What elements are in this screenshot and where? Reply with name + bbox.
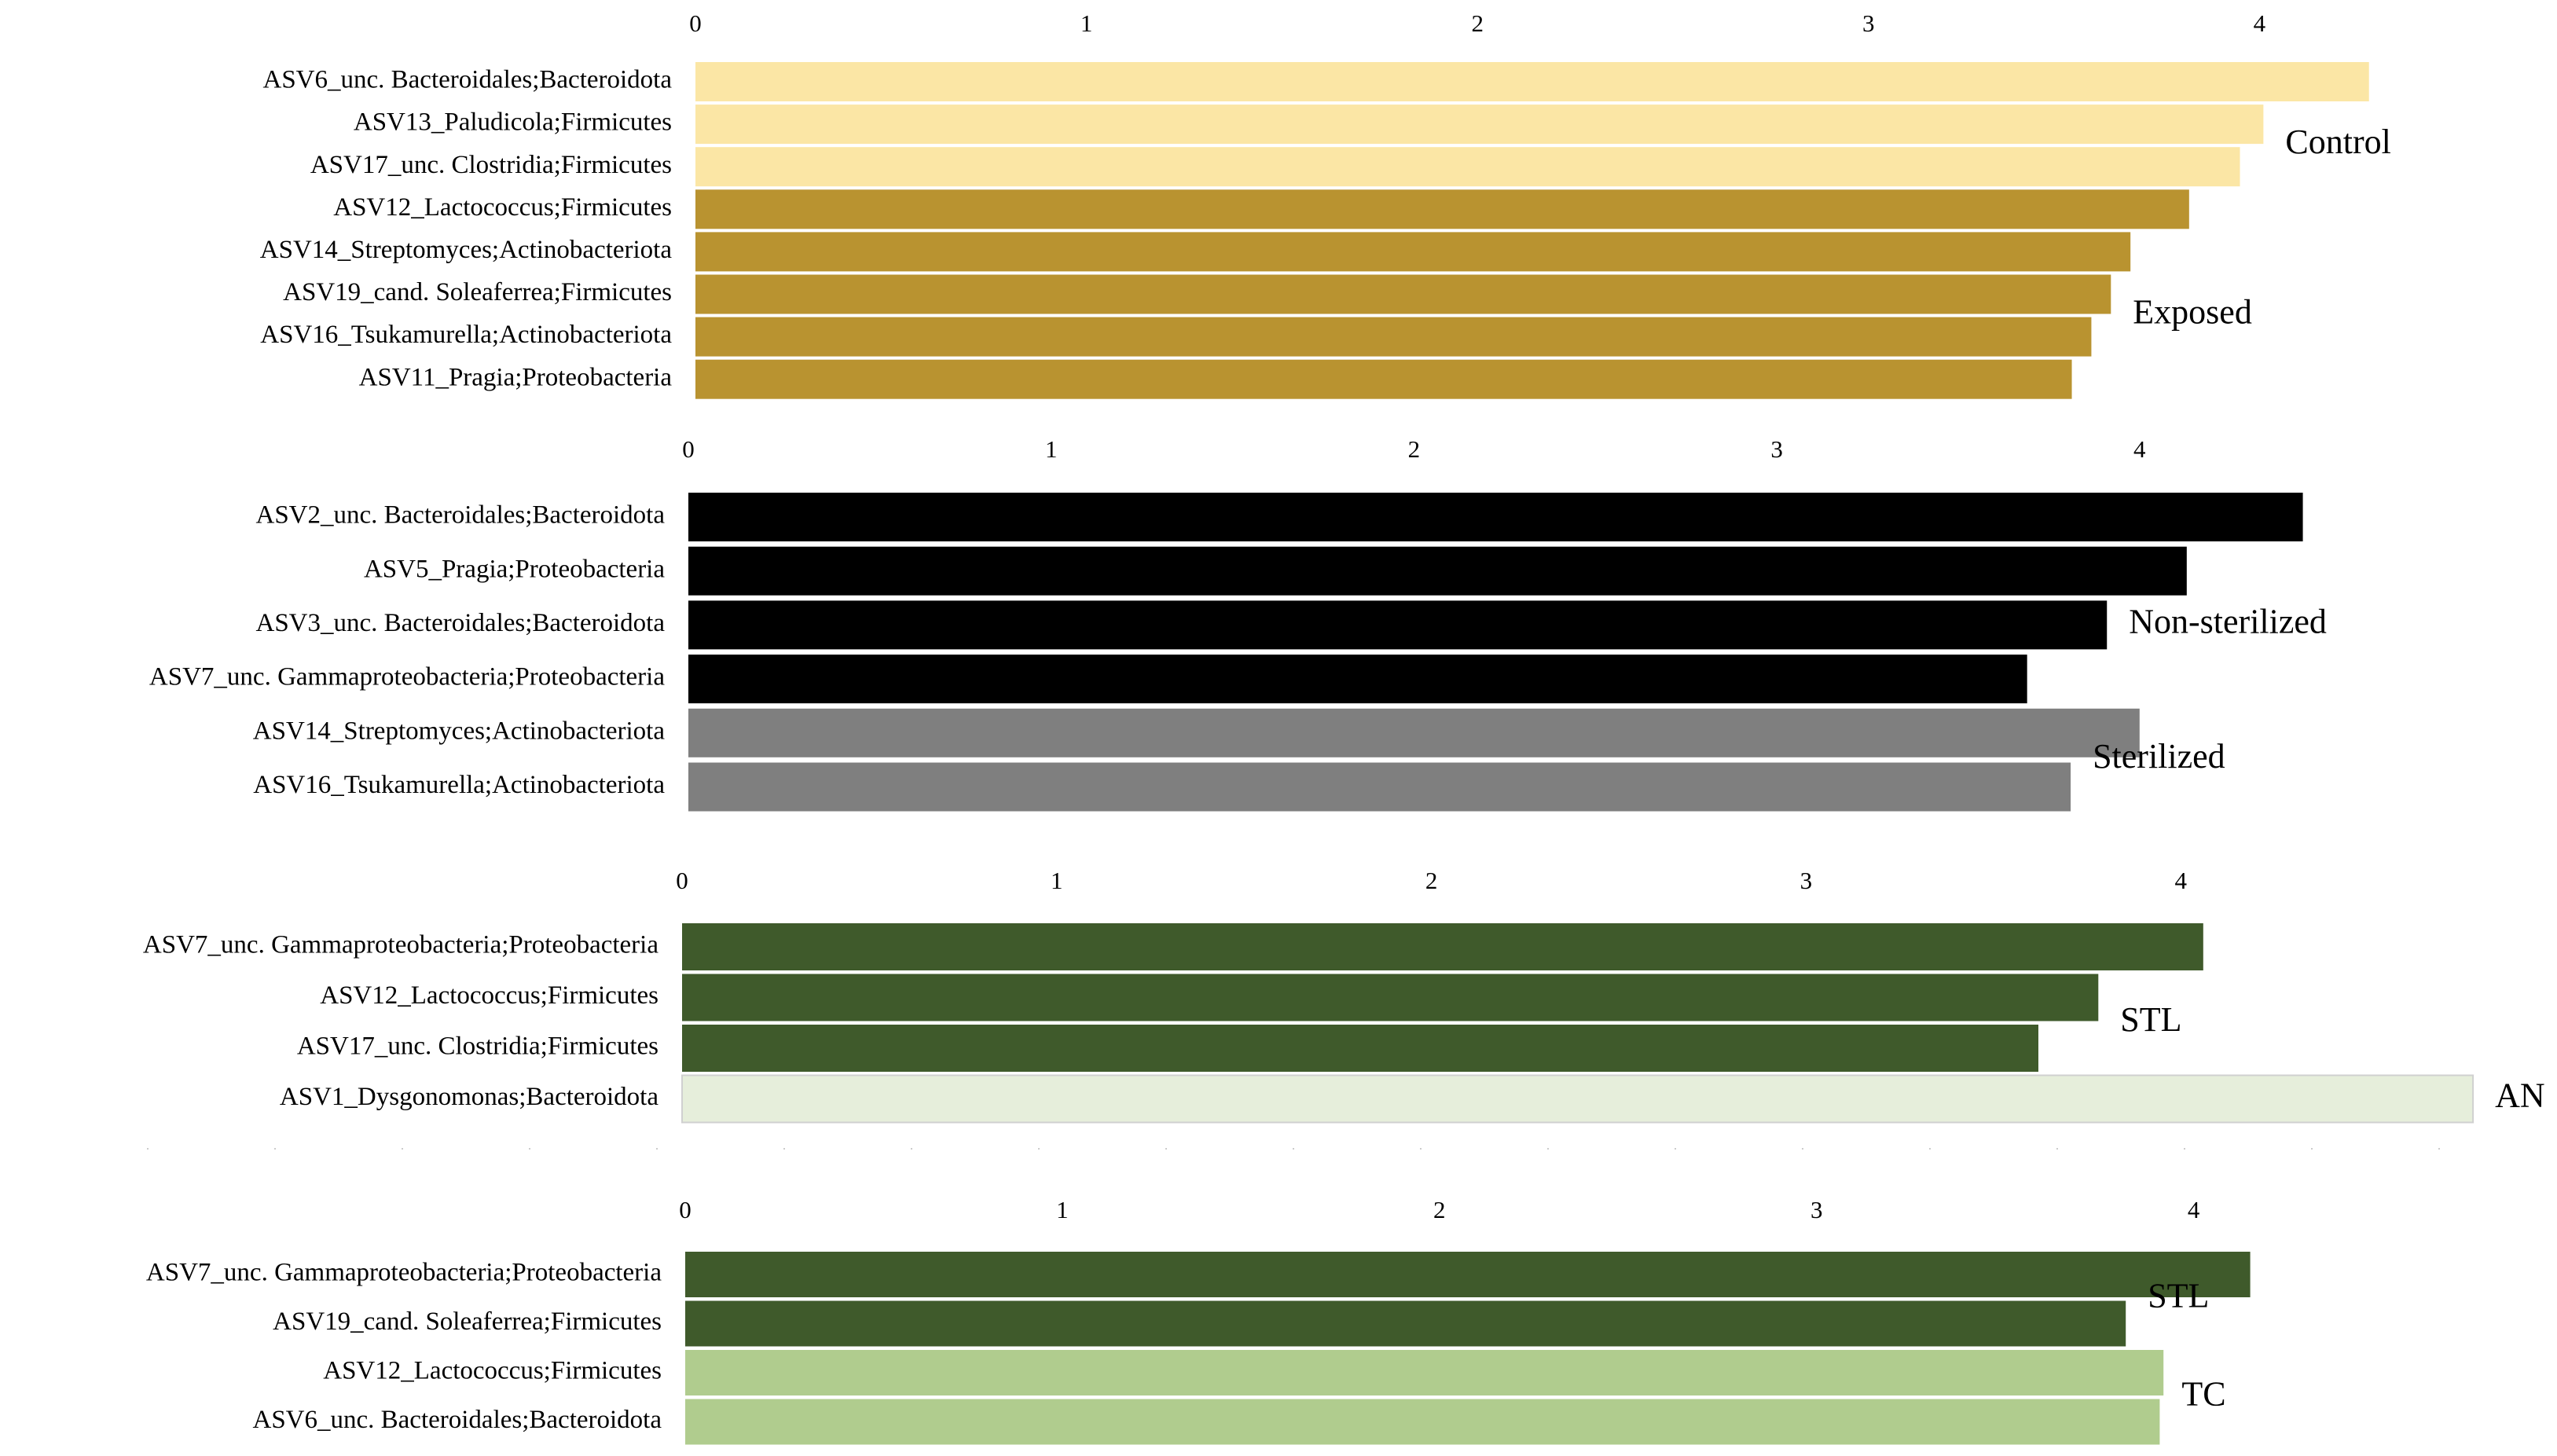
category-label: ASV5_Pragia;Proteobacteria: [364, 555, 665, 583]
bar: [685, 1300, 2126, 1347]
bar: [695, 274, 2111, 314]
category-label: ASV6_unc. Bacteroidales;Bacteroidota: [252, 1406, 662, 1434]
group-label: Non-sterilized: [2129, 602, 2327, 640]
category-label: ASV14_Streptomyces;Actinobacteriota: [260, 236, 673, 264]
x-tick-label: 1: [1080, 9, 1093, 37]
bar: [681, 1074, 2474, 1124]
bar: [695, 359, 2072, 399]
x-tick-label: 0: [689, 9, 702, 37]
x-tick-label: 1: [1051, 867, 1063, 894]
category-label: ASV16_Tsukamurella;Actinobacteriota: [253, 771, 665, 799]
bar: [695, 62, 2369, 101]
category-label: ASV17_unc. Clostridia;Firmicutes: [310, 151, 672, 179]
x-tick-label: 3: [1800, 867, 1813, 894]
group-label: STL: [2120, 1000, 2181, 1039]
bar: [682, 1025, 2039, 1072]
bar: [685, 1399, 2160, 1445]
category-label: ASV7_unc. Gammaproteobacteria;Proteobact…: [143, 931, 659, 959]
bar: [695, 232, 2131, 272]
x-tick-label: 4: [2174, 867, 2187, 894]
x-tick-label: 4: [2188, 1196, 2200, 1223]
x-tick-label: 0: [676, 867, 688, 894]
x-tick-label: 1: [1045, 435, 1058, 463]
x-tick-label: 1: [1056, 1196, 1069, 1223]
group-label: Exposed: [2133, 293, 2252, 332]
x-tick-label: 2: [1408, 435, 1421, 463]
bar: [695, 147, 2240, 187]
x-tick-label: 2: [1425, 867, 1438, 894]
x-tick-label: 3: [1810, 1196, 1823, 1223]
x-tick-label: 3: [1862, 9, 1875, 37]
bar: [682, 974, 2099, 1021]
x-tick-label: 3: [1770, 435, 1783, 463]
bar: [695, 189, 2189, 229]
bar: [688, 600, 2108, 650]
x-tick-label: 0: [682, 435, 695, 463]
group-label: AN: [2495, 1076, 2545, 1115]
group-label: TC: [2181, 1374, 2225, 1413]
category-label: ASV17_unc. Clostridia;Firmicutes: [297, 1032, 659, 1061]
x-tick-label: 4: [2254, 9, 2266, 37]
category-label: ASV7_unc. Gammaproteobacteria;Proteobact…: [149, 663, 665, 691]
bar: [688, 708, 2140, 757]
category-label: ASV12_Lactococcus;Firmicutes: [320, 981, 659, 1010]
group-label: STL: [2148, 1276, 2209, 1315]
category-label: ASV19_cand. Soleaferrea;Firmicutes: [273, 1307, 662, 1336]
x-tick-label: 2: [1433, 1196, 1446, 1223]
group-label: Sterilized: [2093, 737, 2225, 776]
x-tick-label: 2: [1471, 9, 1484, 37]
category-label: ASV19_cand. Soleaferrea;Firmicutes: [283, 278, 672, 306]
category-label: ASV14_Streptomyces;Actinobacteriota: [253, 717, 666, 745]
bar: [695, 317, 2092, 357]
bar: [688, 546, 2187, 596]
bar: [685, 1350, 2164, 1395]
bar: [688, 762, 2071, 812]
category-label: ASV2_unc. Bacteroidales;Bacteroidota: [255, 501, 665, 530]
x-tick-label: 0: [679, 1196, 692, 1223]
x-tick-label: 4: [2133, 435, 2146, 463]
bar: [685, 1252, 2251, 1297]
group-label: Control: [2285, 123, 2390, 161]
category-label: ASV12_Lactococcus;Firmicutes: [323, 1357, 662, 1385]
category-label: ASV16_Tsukamurella;Actinobacteriota: [260, 321, 672, 349]
bar: [682, 923, 2203, 970]
category-label: ASV13_Paludicola;Firmicutes: [354, 108, 672, 137]
category-label: ASV1_Dysgonomonas;Bacteroidota: [280, 1083, 659, 1111]
category-label: ASV6_unc. Bacteroidales;Bacteroidota: [262, 66, 672, 94]
category-label: ASV11_Pragia;Proteobacteria: [359, 363, 673, 391]
category-label: ASV7_unc. Gammaproteobacteria;Proteobact…: [146, 1259, 662, 1287]
category-label: ASV3_unc. Bacteroidales;Bacteroidota: [255, 609, 665, 637]
bar: [695, 105, 2264, 145]
bar: [688, 655, 2027, 704]
bar: [688, 493, 2303, 541]
category-label: ASV12_Lactococcus;Firmicutes: [333, 193, 672, 222]
